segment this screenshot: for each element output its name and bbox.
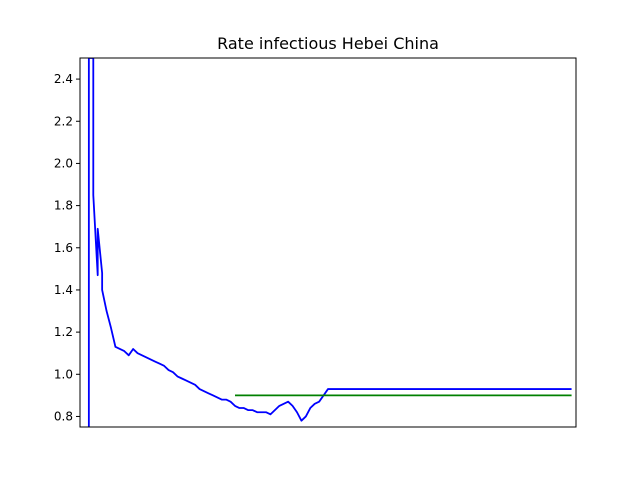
chart-title: Rate infectious Hebei China [217, 34, 439, 53]
y-tick-label: 1.0 [54, 367, 73, 381]
plot-frame [79, 57, 577, 428]
y-axis: 0.8 1.0 1.2 1.4 1.6 1.8 2.0 2.2 2.4 [54, 72, 80, 423]
y-tick-label: 1.6 [54, 241, 73, 255]
y-tick-label: 2.4 [54, 72, 73, 86]
y-tick-label: 1.2 [54, 325, 73, 339]
y-tick-label: 2.0 [54, 156, 73, 170]
y-tick-label: 1.8 [54, 199, 73, 213]
y-tick-label: 0.8 [54, 409, 73, 423]
series-layer [87, 58, 572, 427]
series-line-1 [87, 58, 572, 427]
y-tick-label: 1.4 [54, 283, 73, 297]
y-tick-label: 2.2 [54, 114, 73, 128]
